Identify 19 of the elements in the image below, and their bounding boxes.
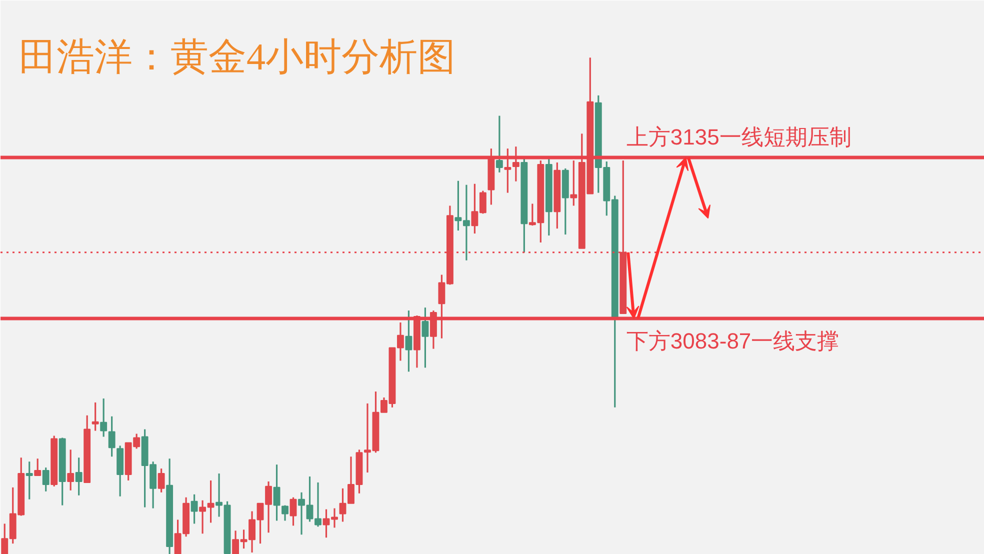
candlestick [290, 496, 297, 526]
candlestick [190, 494, 198, 524]
candlestick [26, 460, 33, 500]
candlestick [282, 504, 288, 522]
ref-line-label: 上方3135一线短期压制 [626, 124, 852, 150]
candlestick [405, 310, 412, 372]
candlestick [422, 306, 429, 368]
candlestick [92, 402, 99, 432]
candlestick [100, 398, 108, 438]
candlestick [42, 466, 50, 492]
candlestick [273, 464, 280, 522]
chart-title: 田浩洋：黄金4小时分析图 [18, 36, 456, 78]
candlestick [108, 416, 116, 458]
candlestick [496, 114, 503, 174]
candlestick [67, 448, 74, 492]
candlestick [34, 458, 42, 476]
candlestick [75, 456, 82, 496]
candlestick [158, 468, 165, 494]
ref-line-label: 下方3083-87一线支撑 [626, 328, 840, 354]
